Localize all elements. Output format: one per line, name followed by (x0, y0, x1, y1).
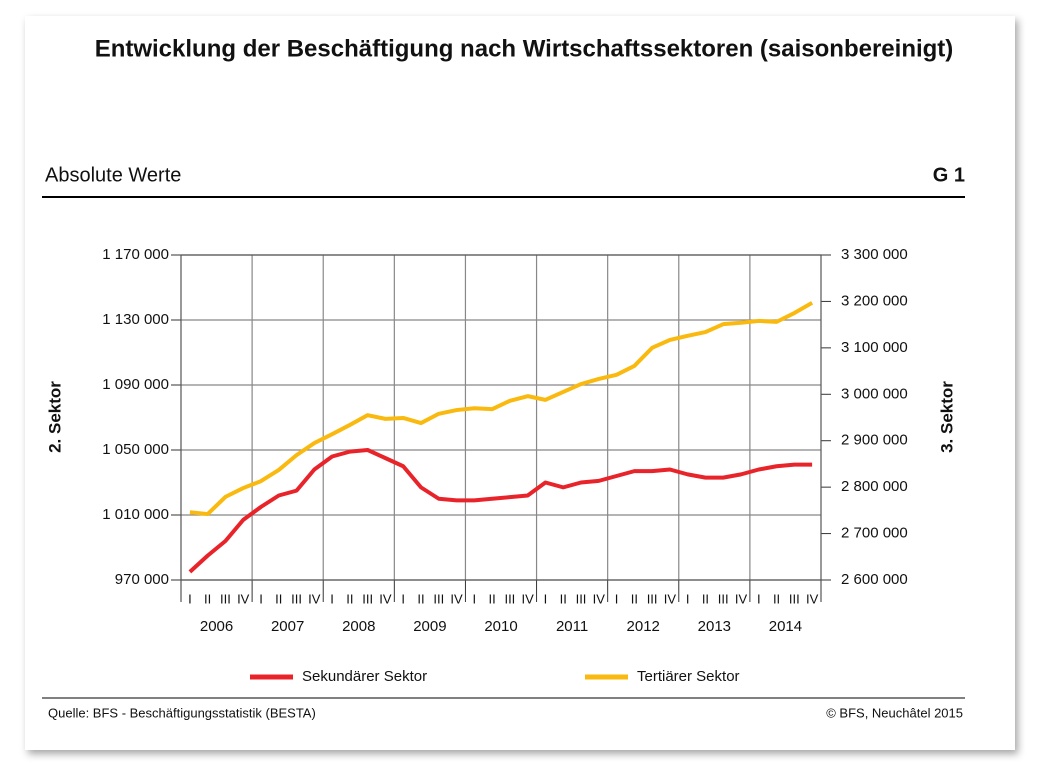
x-tick-label: IV (308, 591, 321, 606)
x-tick-label: I (473, 591, 477, 606)
chart-id: G 1 (933, 164, 965, 186)
y2-tick-label: 2 700 000 (841, 525, 908, 542)
year-label: 2010 (484, 618, 517, 635)
plot-frame (180, 254, 822, 581)
x-tick-label: I (544, 591, 548, 606)
series-line (189, 301, 814, 517)
year-label: 2011 (556, 618, 588, 635)
x-tick-label: III (433, 591, 444, 606)
x-tick-label: I (259, 591, 263, 606)
legend-label: Tertiärer Sektor (637, 668, 740, 685)
x-tick-label: IV (664, 591, 677, 606)
y2-tick-label: 3 300 000 (841, 246, 908, 263)
x-tick-label: II (417, 591, 424, 606)
y-tick-label: 970 000 (115, 571, 169, 588)
x-tick-label: I (615, 591, 619, 606)
chart-title: Entwicklung der Beschäftigung nach Wirts… (95, 35, 954, 62)
series-line (188, 448, 813, 574)
x-tick-label: I (757, 591, 761, 606)
x-tick-label: IV (522, 591, 535, 606)
x-tick-label: IV (593, 591, 606, 606)
legend-label: Sekundärer Sektor (302, 668, 427, 685)
y-axis-label: 2. Sektor (45, 381, 64, 453)
x-tick-label: III (718, 591, 729, 606)
year-label: 2007 (271, 618, 304, 635)
year-label: 2008 (342, 618, 375, 635)
year-label: 2012 (627, 618, 660, 635)
x-tick-label: II (204, 591, 211, 606)
x-tick-label: III (362, 591, 373, 606)
card (25, 16, 1015, 750)
y-tick-label: 1 050 000 (102, 441, 169, 458)
x-tick-label: II (488, 591, 495, 606)
x-tick-label: I (330, 591, 334, 606)
year-label: 2009 (413, 618, 446, 635)
x-tick-label: II (702, 591, 709, 606)
year-label: 2014 (769, 618, 802, 635)
x-tick-label: I (686, 591, 690, 606)
x-tick-label: IV (806, 591, 819, 606)
x-tick-label: III (504, 591, 515, 606)
x-tick-label: II (560, 591, 567, 606)
y-tick-label: 1 010 000 (102, 506, 169, 523)
year-label: 2013 (698, 618, 731, 635)
y2-tick-label: 3 000 000 (841, 385, 908, 402)
x-tick-label: II (631, 591, 638, 606)
x-tick-label: III (220, 591, 231, 606)
x-tick-label: IV (735, 591, 748, 606)
x-tick-label: III (789, 591, 800, 606)
subtitle: Absolute Werte (45, 164, 181, 186)
y-tick-label: 1 130 000 (102, 311, 169, 328)
copyright: © BFS, Neuchâtel 2015 (826, 705, 963, 720)
x-tick-label: IV (237, 591, 250, 606)
source: Quelle: BFS - Beschäftigungsstatistik (B… (48, 705, 316, 720)
y-tick-label: 1 170 000 (102, 246, 169, 263)
year-label: 2006 (200, 618, 233, 635)
x-tick-label: II (275, 591, 282, 606)
x-tick-label: I (188, 591, 192, 606)
x-tick-label: I (401, 591, 405, 606)
x-tick-label: IV (379, 591, 392, 606)
x-tick-label: II (346, 591, 353, 606)
x-tick-label: IV (450, 591, 463, 606)
y2-axis-label: 3. Sektor (937, 381, 956, 453)
x-tick-label: II (773, 591, 780, 606)
y2-tick-label: 3 100 000 (841, 339, 908, 356)
y2-tick-label: 3 200 000 (841, 292, 908, 309)
y-tick-label: 1 090 000 (102, 376, 169, 393)
x-tick-label: III (647, 591, 658, 606)
x-tick-label: III (576, 591, 587, 606)
y2-tick-label: 2 600 000 (841, 571, 908, 588)
x-tick-label: III (291, 591, 302, 606)
y2-tick-label: 2 900 000 (841, 432, 908, 449)
y2-tick-label: 2 800 000 (841, 478, 908, 495)
